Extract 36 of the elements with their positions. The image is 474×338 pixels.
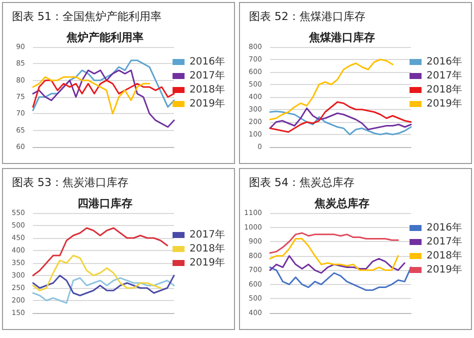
legend-label: 2019年: [426, 264, 462, 276]
legend-label: 2016年: [426, 56, 462, 68]
line-series: [32, 70, 175, 128]
chart-subtitle: 四港口库存: [78, 197, 133, 210]
legend-label: 2017年: [426, 70, 462, 82]
chart-title: 图表 51：全国焦炉产能利用率: [12, 10, 162, 23]
line-series: [32, 254, 162, 292]
chart-title: 图表 54：焦炭总库存: [249, 176, 354, 189]
line-series: [269, 110, 412, 136]
legend-label: 2017年: [190, 70, 226, 82]
legend-label: 2017年: [426, 236, 462, 248]
chart-subtitle: 焦炉产能利用率: [66, 31, 144, 44]
line-series: [32, 76, 150, 114]
legend-label: 2019年: [426, 98, 462, 110]
legend-label: 2016年: [426, 222, 462, 234]
legend-label: 2019年: [190, 256, 226, 268]
line-series: [269, 101, 412, 133]
chart-subtitle: 焦炭总库存: [314, 197, 370, 210]
line-series: [269, 108, 412, 130]
line-series: [32, 274, 175, 296]
legend-label: 2018年: [426, 250, 462, 262]
line-series: [269, 255, 406, 274]
line-series: [269, 238, 399, 271]
line-series: [32, 277, 175, 304]
legend-label: 2017年: [190, 228, 226, 240]
legend-label: 2018年: [426, 84, 462, 96]
legend-label: 2019年: [190, 98, 226, 110]
legend-label: 2018年: [190, 84, 226, 96]
chart-title: 图表 52：焦煤港口库存: [249, 10, 366, 23]
legend-label: 2018年: [190, 242, 226, 254]
line-series: [32, 227, 168, 276]
chart-title: 图表 53：焦炭港口库存: [12, 176, 128, 189]
line-series: [269, 232, 399, 254]
legend-label: 2016年: [190, 56, 226, 68]
chart-subtitle: 焦煤港口库存: [308, 31, 376, 44]
line-series: [269, 58, 394, 120]
